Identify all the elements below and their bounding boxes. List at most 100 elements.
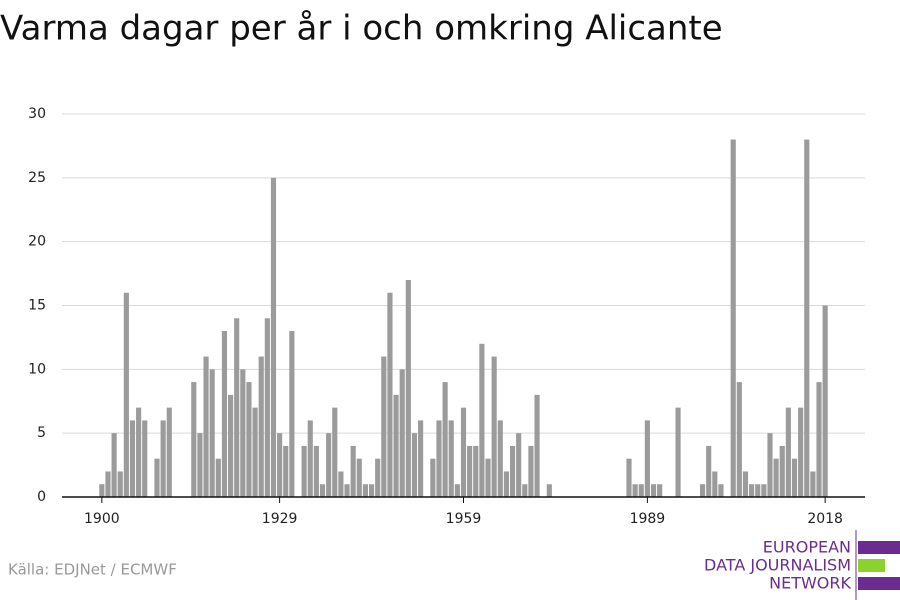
bar xyxy=(252,407,258,497)
bar xyxy=(227,394,234,497)
x-tick-label: 1989 xyxy=(630,511,666,527)
logo-text: DATA JOURNALISM xyxy=(704,556,851,575)
y-tick-label: 0 xyxy=(37,489,46,505)
bar xyxy=(258,356,264,497)
bar xyxy=(375,458,381,497)
bar xyxy=(344,484,350,497)
bar xyxy=(99,484,105,497)
bar xyxy=(503,471,509,497)
bar xyxy=(675,407,681,497)
bar xyxy=(160,420,166,497)
bar xyxy=(338,471,344,497)
bar xyxy=(626,458,632,497)
bar xyxy=(473,445,479,497)
bar xyxy=(246,382,252,497)
source: Källa: EDJNet / ECMWF xyxy=(8,561,177,579)
bar xyxy=(387,292,393,497)
y-tick-label: 5 xyxy=(37,425,46,441)
bar xyxy=(221,331,228,497)
bar xyxy=(326,433,332,497)
y-tick-label: 15 xyxy=(28,298,46,314)
bar xyxy=(270,177,277,498)
bar xyxy=(197,433,203,497)
bar xyxy=(699,484,706,497)
bar xyxy=(467,445,473,497)
bar xyxy=(332,407,338,497)
bar xyxy=(509,445,516,497)
bar xyxy=(234,318,240,497)
bar xyxy=(264,318,270,497)
bar xyxy=(142,420,148,497)
bar xyxy=(534,394,540,497)
bar xyxy=(650,484,657,497)
x-tick-label: 1959 xyxy=(446,511,482,527)
bar xyxy=(430,458,436,497)
bar xyxy=(773,458,779,497)
bar xyxy=(405,279,411,497)
bar xyxy=(166,407,172,497)
bar xyxy=(381,356,387,497)
bar xyxy=(111,433,117,497)
x-tick-label: 1900 xyxy=(84,511,120,527)
bar xyxy=(319,484,326,497)
logo-bar xyxy=(858,577,900,590)
bar xyxy=(203,356,209,497)
bar xyxy=(816,382,822,497)
bar xyxy=(546,484,552,497)
bar xyxy=(307,420,313,497)
bar xyxy=(301,445,307,497)
bar xyxy=(528,445,534,497)
bar xyxy=(767,433,773,497)
logo-text: EUROPEAN xyxy=(763,538,851,557)
logo-bar xyxy=(858,559,885,572)
y-tick-label: 25 xyxy=(28,170,46,186)
bar xyxy=(644,420,650,497)
bar xyxy=(522,484,528,497)
bar xyxy=(712,471,718,497)
bar xyxy=(191,382,197,497)
bar xyxy=(742,471,749,497)
bar xyxy=(393,394,399,497)
bar xyxy=(399,369,405,497)
y-tick-label: 10 xyxy=(28,361,46,377)
bar xyxy=(209,369,215,497)
bar xyxy=(706,445,712,497)
bar xyxy=(240,369,246,497)
bar xyxy=(129,420,136,497)
bar xyxy=(798,407,804,497)
bar xyxy=(632,484,638,497)
y-tick-label: 20 xyxy=(28,234,46,250)
y-tick-label: 30 xyxy=(28,106,46,122)
bar xyxy=(822,305,828,497)
bar xyxy=(516,433,522,497)
bar xyxy=(356,458,362,497)
bar xyxy=(761,484,767,497)
bar xyxy=(105,471,111,497)
bar xyxy=(791,458,798,497)
bar xyxy=(283,445,289,497)
bar xyxy=(117,471,123,497)
bar xyxy=(497,420,503,497)
bar xyxy=(277,433,283,497)
bar xyxy=(804,139,810,498)
bar xyxy=(718,484,724,497)
bar xyxy=(362,484,368,497)
bar xyxy=(418,420,424,497)
bar xyxy=(136,407,142,497)
bar xyxy=(779,445,785,497)
bar xyxy=(460,407,467,497)
bar xyxy=(442,382,448,497)
bar xyxy=(479,343,485,497)
bar xyxy=(454,484,460,497)
logo-bar xyxy=(858,541,900,554)
bar xyxy=(313,445,319,497)
bar xyxy=(436,420,442,497)
bar xyxy=(657,484,663,497)
bar xyxy=(485,458,491,497)
bar xyxy=(785,407,791,497)
chart-title: Varma dagar per år i och omkring Alicant… xyxy=(0,9,723,49)
bar xyxy=(755,484,761,497)
bar xyxy=(350,445,356,497)
bar xyxy=(215,458,221,497)
